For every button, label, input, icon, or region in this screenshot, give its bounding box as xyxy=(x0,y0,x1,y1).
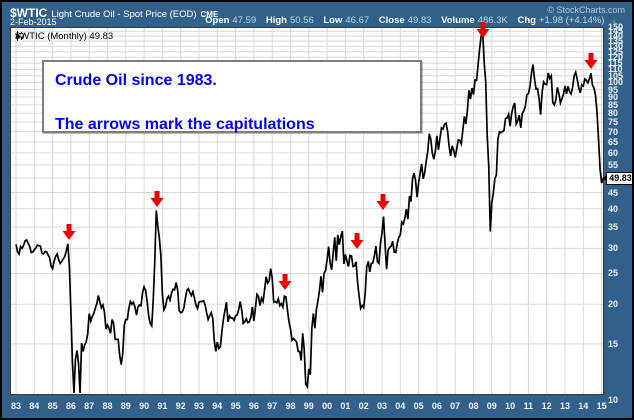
candlestick-icon xyxy=(16,31,24,41)
capitulation-arrow-icon xyxy=(350,233,364,249)
x-axis-tick-label: 84 xyxy=(29,401,40,411)
y-axis-tick-label: 150 xyxy=(608,21,624,32)
volume-value: 486.3K xyxy=(477,15,508,26)
capitulation-arrow-icon xyxy=(150,191,164,207)
x-axis-tick-label: 99 xyxy=(303,401,314,411)
y-axis-tick-label: 100 xyxy=(608,77,624,88)
y-axis-tick-label: 40 xyxy=(608,203,619,214)
change-label: Chg xyxy=(517,15,536,26)
x-axis-tick-label: 93 xyxy=(193,401,204,411)
symbol-header: $WTIC Light Crude Oil - Spot Price (EOD) C… xyxy=(10,4,218,22)
x-axis-tick-label: 15 xyxy=(596,401,607,411)
y-axis-tick-label: 125 xyxy=(608,46,624,57)
quote-date: 2-Feb-2015 xyxy=(10,17,57,27)
y-axis-tick-label: 70 xyxy=(608,126,619,137)
y-axis-tick-label: 140 xyxy=(608,31,624,42)
y-axis-tick-label: 25 xyxy=(608,268,619,279)
x-axis-tick-label: 06 xyxy=(431,401,442,411)
x-axis-tick-label: 96 xyxy=(248,401,259,411)
close-value: 49.83 xyxy=(407,15,432,26)
y-axis-tick-label: 15 xyxy=(608,338,619,349)
open-label: Open xyxy=(205,15,230,26)
x-axis-tick-label: 13 xyxy=(559,401,570,411)
x-axis-tick-label: 85 xyxy=(47,401,58,411)
x-axis-tick-label: 97 xyxy=(267,401,278,411)
y-axis-tick-label: 120 xyxy=(608,52,624,63)
chart-legend: $WTIC (Monthly) 49.83 xyxy=(15,31,113,42)
x-axis-tick-label: 92 xyxy=(175,401,186,411)
x-axis-tick-label: 88 xyxy=(102,401,113,411)
exchange-label: CME xyxy=(200,10,219,19)
y-axis-tick-label: 85 xyxy=(608,99,619,110)
capitulation-arrow-icon xyxy=(278,274,292,290)
y-axis-tick-label: 35 xyxy=(608,222,619,233)
capitulation-arrow-icon xyxy=(476,22,490,38)
stockcharts-watermark: © StockCharts.com xyxy=(547,5,625,15)
x-axis-tick-label: 87 xyxy=(84,401,95,411)
capitulation-arrow-icon xyxy=(376,194,390,210)
y-axis-tick-label: 105 xyxy=(608,70,624,81)
high-label: High xyxy=(265,15,287,26)
legend-text: $WTIC (Monthly) 49.83 xyxy=(15,31,114,42)
y-axis-tick-label: 60 xyxy=(608,147,619,158)
change-up-icon: ▲ xyxy=(610,16,618,25)
low-value: 46.67 xyxy=(345,15,370,26)
annotation-box: Crude Oil since 1983. The arrows mark th… xyxy=(42,60,422,133)
open-value: 47.59 xyxy=(232,15,257,26)
x-axis-tick-label: 04 xyxy=(395,401,406,411)
x-axis-tick-label: 05 xyxy=(413,401,424,411)
plot-area: $WTIC (Monthly) 49.83 Crude Oil since 19… xyxy=(10,22,604,395)
close-label: Close xyxy=(378,15,405,26)
high-value: 50.56 xyxy=(289,15,314,26)
capitulation-arrow-icon xyxy=(62,224,76,240)
volume-label: Volume xyxy=(441,15,475,26)
quote-row: Open 47.59 High 50.56 Low 46.67 Close 49.83 … xyxy=(198,15,618,26)
symbol-title: Light Crude Oil - Spot Price (EOD) xyxy=(51,9,197,20)
x-axis-tick-label: 98 xyxy=(285,401,296,411)
annotation-line1: Crude Oil since 1983. xyxy=(55,72,217,89)
y-axis-tick-label: 130 xyxy=(608,41,624,52)
x-axis-tick-label: 89 xyxy=(120,401,131,411)
price-chart-svg xyxy=(11,22,604,394)
x-axis-tick-label: 94 xyxy=(212,401,223,411)
x-axis-tick-label: 08 xyxy=(468,401,479,411)
y-axis-tick-label: 110 xyxy=(608,64,623,75)
change-value: +1.98 (+4.14%) xyxy=(538,15,605,26)
y-axis-tick-label: 95 xyxy=(608,84,619,95)
y-axis-tick-label: 30 xyxy=(608,243,619,254)
x-axis-tick-label: 10 xyxy=(505,401,516,411)
x-axis-tick-label: 91 xyxy=(157,401,168,411)
x-axis-tick-label: 12 xyxy=(541,401,552,411)
x-axis-tick-label: 11 xyxy=(523,401,534,411)
x-axis-tick-label: 86 xyxy=(65,401,76,411)
y-axis-tick-label: 80 xyxy=(608,108,619,119)
capitulation-arrow-icon xyxy=(584,53,598,69)
y-axis-tick-label: 115 xyxy=(608,58,623,69)
low-label: Low xyxy=(323,15,343,26)
y-axis-tick-label: 65 xyxy=(608,136,619,147)
x-axis-tick-label: 03 xyxy=(376,401,387,411)
y-axis-tick-label: 55 xyxy=(608,159,619,170)
x-axis-tick-label: 95 xyxy=(230,401,241,411)
symbol-ticker: $WTIC xyxy=(10,6,48,20)
y-axis-tick-label: 75 xyxy=(608,117,619,128)
y-axis-tick-label: 145 xyxy=(608,26,624,37)
y-axis-tick-label: 10 xyxy=(608,394,619,405)
last-price-tag: 49.83 xyxy=(602,172,632,186)
x-axis-tick-label: 09 xyxy=(486,401,497,411)
annotation-line2: The arrows mark the capitulations xyxy=(55,116,315,133)
x-axis-tick-label: 02 xyxy=(358,401,369,411)
x-axis-tick-label: 00 xyxy=(322,401,333,411)
x-axis-tick-label: 01 xyxy=(340,401,351,411)
x-axis-tick-label: 83 xyxy=(10,401,21,411)
y-axis-tick-label: 45 xyxy=(608,187,619,198)
y-axis-tick-label: 20 xyxy=(608,299,619,310)
x-axis-tick-label: 07 xyxy=(450,401,461,411)
y-axis-tick-label: 90 xyxy=(608,91,619,102)
x-axis-tick-label: 14 xyxy=(578,401,589,411)
y-axis-tick-label: 135 xyxy=(608,36,624,47)
x-axis-tick-label: 90 xyxy=(139,401,150,411)
